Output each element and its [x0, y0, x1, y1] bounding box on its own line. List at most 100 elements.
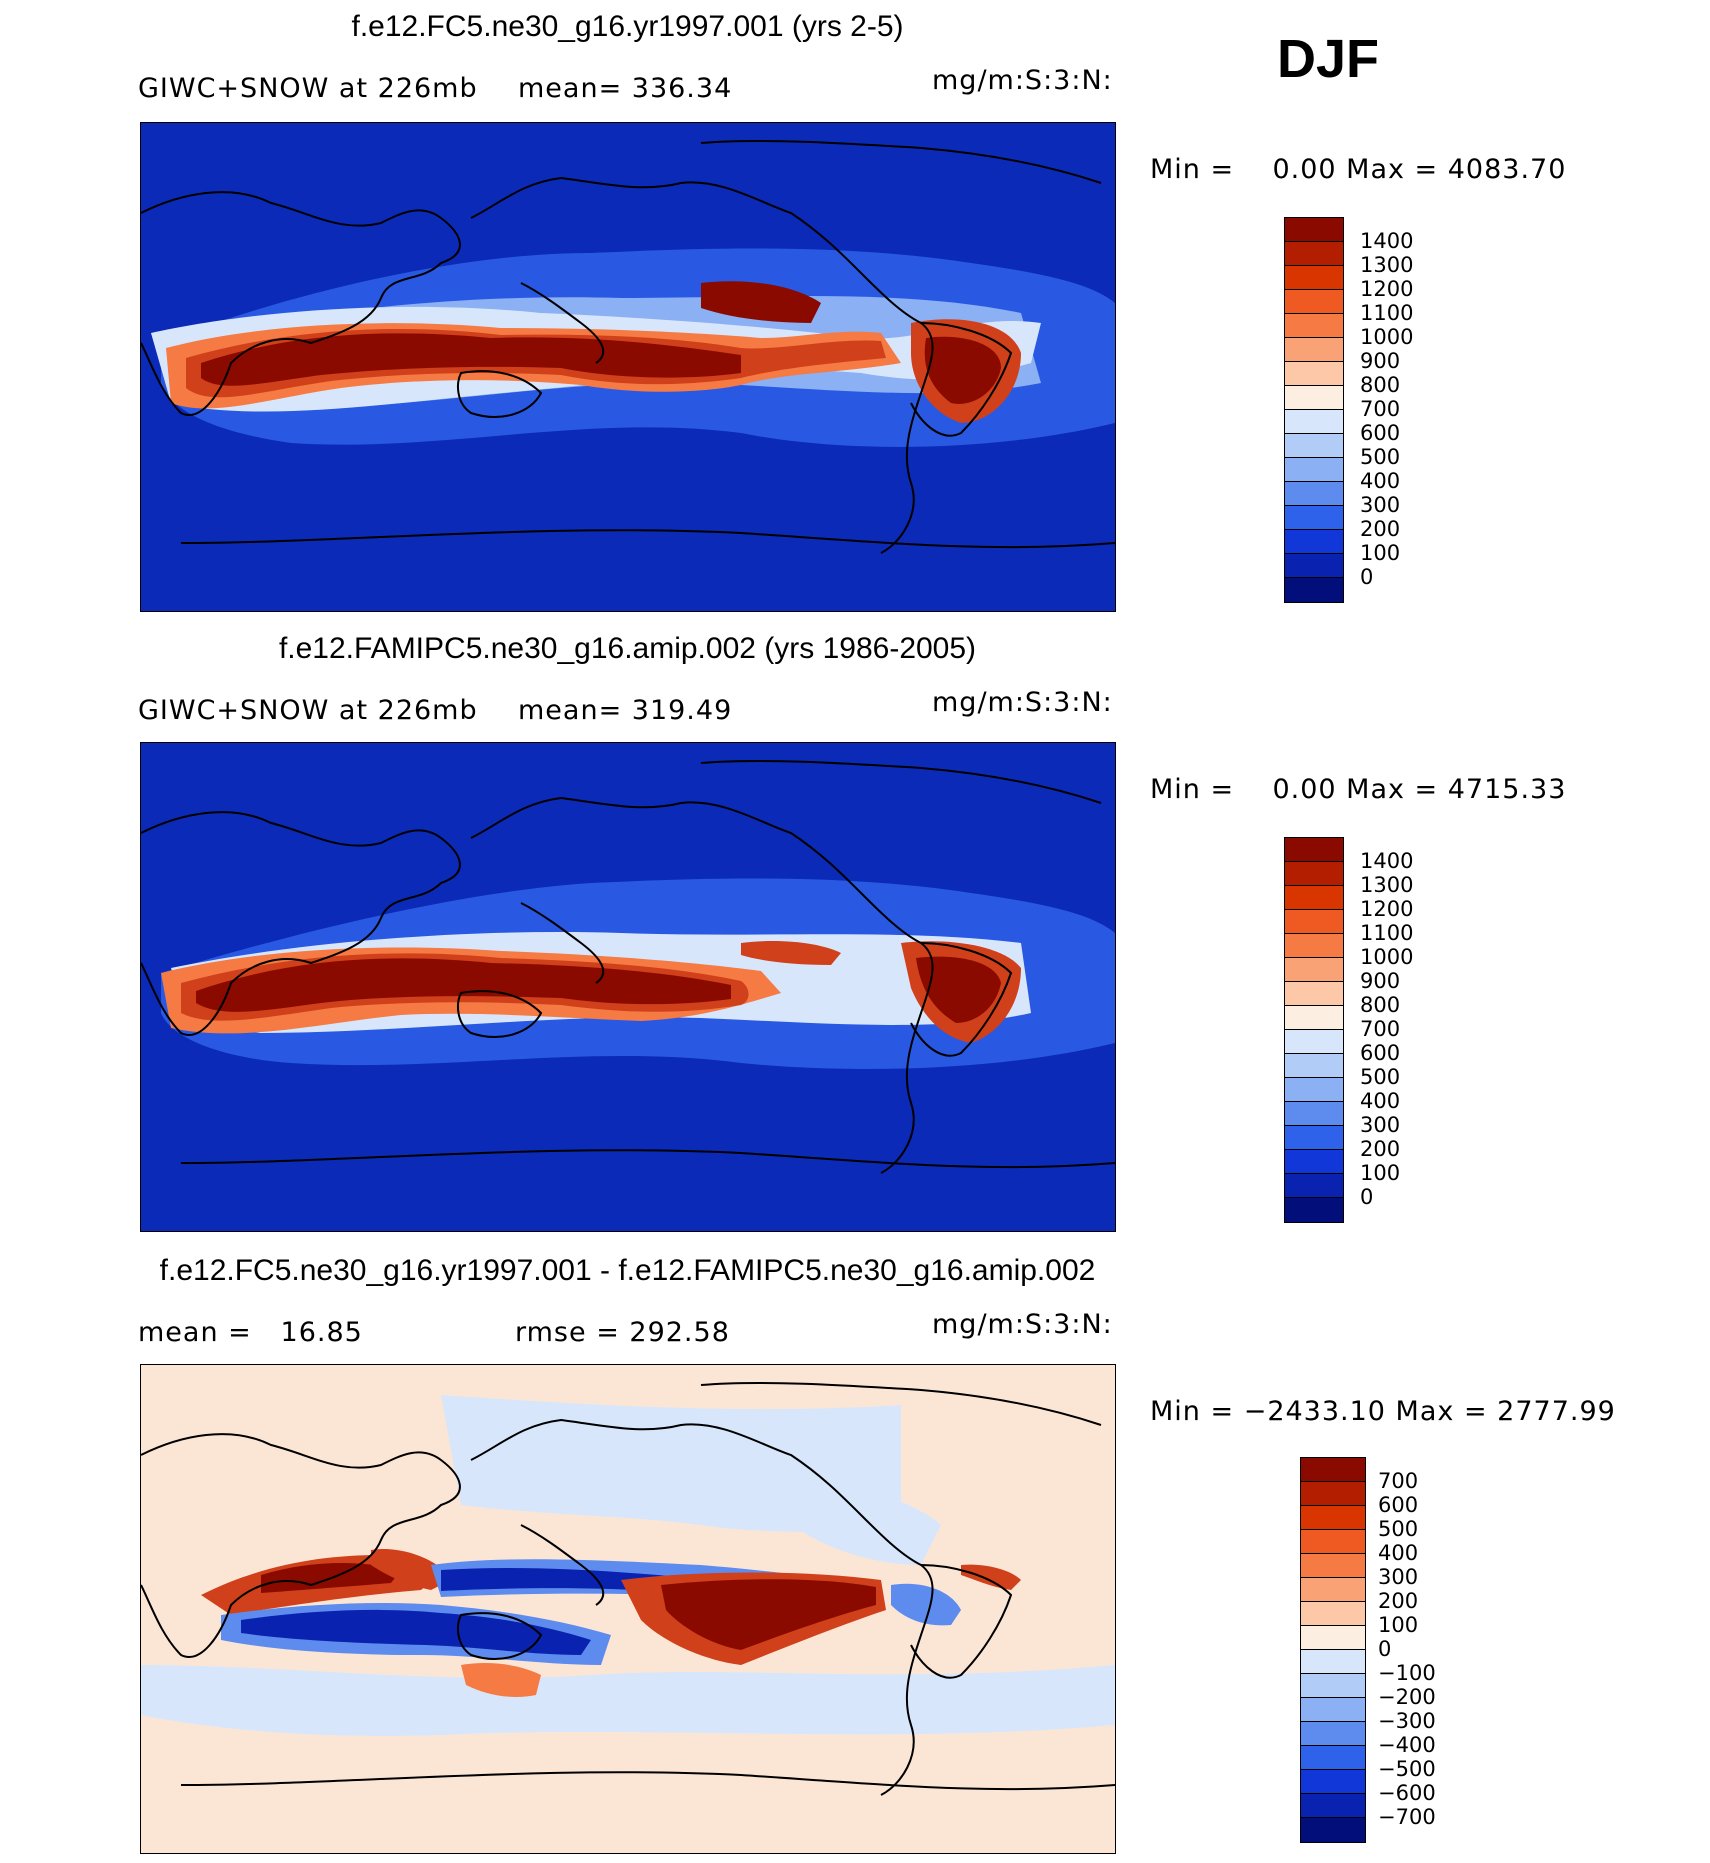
colorbar-tick-label: −300: [1378, 1709, 1436, 1733]
coastline: [520, 902, 605, 984]
colorbar-tick-label: 700: [1378, 1469, 1419, 1493]
colorbar-tick-label: 700: [1360, 397, 1401, 421]
coastline: [910, 322, 1013, 437]
colorbar-tick-label: 200: [1360, 517, 1401, 541]
panel-2-minmax-label: Min = 0.00 Max = 4715.33: [1150, 774, 1567, 805]
colorbar-swatch: [1301, 1746, 1365, 1770]
contour-fill: [924, 336, 1001, 404]
colorbar-tick-label: 300: [1360, 493, 1401, 517]
panel-1-map: [140, 122, 1116, 612]
colorbar-tick-label: 600: [1360, 421, 1401, 445]
colorbar-swatch: [1285, 958, 1343, 982]
colorbar-swatch: [1285, 1078, 1343, 1102]
colorbar-swatch: [1285, 314, 1343, 338]
contour-fill: [371, 1549, 451, 1590]
colorbar-swatch: [1285, 1126, 1343, 1150]
colorbar-tick-label: 100: [1360, 541, 1401, 565]
coastline: [180, 1771, 1115, 1791]
colorbar-swatch: [1301, 1698, 1365, 1722]
coastline: [180, 1149, 1115, 1169]
coastline: [910, 1564, 1013, 1679]
colorbar-swatch: [1285, 578, 1343, 602]
contour-fill: [961, 1564, 1021, 1590]
panel-2-units-label: mg/m:S:3:N:: [932, 687, 1113, 718]
coastline: [700, 759, 1102, 804]
colorbar-swatch: [1285, 1054, 1343, 1078]
panel-3-mean-label: mean = 16.85: [138, 1317, 363, 1348]
colorbar-tick-label: 500: [1360, 1065, 1401, 1089]
colorbar-tick-label: −600: [1378, 1781, 1436, 1805]
colorbar-tick-label: −700: [1378, 1805, 1436, 1829]
coastline: [470, 176, 934, 554]
panel-2-colorbar: [1284, 837, 1344, 1223]
colorbar-swatch: [1285, 410, 1343, 434]
coastline: [910, 942, 1013, 1057]
coastline: [180, 529, 1115, 549]
colorbar-swatch: [1285, 530, 1343, 554]
contour-fill: [916, 956, 1001, 1023]
colorbar-tick-label: 1400: [1360, 849, 1414, 873]
colorbar-tick-label: 1000: [1360, 325, 1414, 349]
colorbar-tick-label: 900: [1360, 969, 1401, 993]
coastline: [520, 1524, 605, 1606]
colorbar-swatch: [1301, 1458, 1365, 1482]
panel-3-title: f.e12.FC5.ne30_g16.yr1997.001 - f.e12.FA…: [159, 1254, 1096, 1287]
colorbar-swatch: [1285, 982, 1343, 1006]
coastline: [700, 139, 1102, 184]
contour-fill: [196, 958, 731, 1012]
colorbar-tick-label: 300: [1378, 1565, 1419, 1589]
panel-3-map-field: [141, 1381, 1115, 1796]
colorbar-swatch: [1285, 506, 1343, 530]
panel-3-rmse-label: rmse = 292.58: [515, 1317, 730, 1348]
panel-2-map-field: [141, 759, 1115, 1174]
panel-1-title: f.e12.FC5.ne30_g16.yr1997.001 (yrs 2-5): [351, 10, 904, 43]
contour-fill: [461, 1663, 541, 1697]
colorbar-tick-label: 200: [1360, 1137, 1401, 1161]
panel-3-colorbar: [1300, 1457, 1366, 1843]
colorbar-swatch: [1285, 886, 1343, 910]
panel-3-minmax-label: Min = −2433.10 Max = 2777.99: [1150, 1396, 1616, 1427]
colorbar-tick-label: 0: [1360, 565, 1374, 589]
colorbar-swatch: [1285, 838, 1343, 862]
colorbar-swatch: [1285, 934, 1343, 958]
colorbar-tick-label: 1000: [1360, 945, 1414, 969]
colorbar-swatch: [1285, 1150, 1343, 1174]
colorbar-tick-label: 1200: [1360, 897, 1414, 921]
panel-1-units-label: mg/m:S:3:N:: [932, 65, 1113, 96]
colorbar-tick-label: 500: [1360, 445, 1401, 469]
colorbar-swatch: [1301, 1794, 1365, 1818]
colorbar-tick-label: 400: [1360, 469, 1401, 493]
coastline: [457, 990, 543, 1038]
colorbar-swatch: [1301, 1626, 1365, 1650]
coastline: [470, 1418, 934, 1796]
colorbar-tick-label: 1100: [1360, 921, 1414, 945]
colorbar-tick-label: 100: [1360, 1161, 1401, 1185]
colorbar-tick-label: 1200: [1360, 277, 1414, 301]
colorbar-swatch: [1285, 1174, 1343, 1198]
panel-2-mean-label: mean= 319.49: [518, 695, 733, 726]
colorbar-tick-label: 1100: [1360, 301, 1414, 325]
coastline: [470, 796, 934, 1174]
colorbar-swatch: [1301, 1650, 1365, 1674]
colorbar-tick-label: −100: [1378, 1661, 1436, 1685]
coastline: [141, 191, 461, 416]
colorbar-tick-label: 0: [1360, 1185, 1374, 1209]
colorbar-tick-label: 1300: [1360, 873, 1414, 897]
colorbar-swatch: [1301, 1530, 1365, 1554]
panel-2-title: f.e12.FAMIPC5.ne30_g16.amip.002 (yrs 198…: [278, 632, 977, 665]
colorbar-tick-label: 1300: [1360, 253, 1414, 277]
colorbar-tick-label: −500: [1378, 1757, 1436, 1781]
colorbar-swatch: [1301, 1722, 1365, 1746]
colorbar-tick-label: 600: [1360, 1041, 1401, 1065]
panel-2-variable-label: GIWC+SNOW at 226mb: [138, 695, 478, 726]
panel-2-map: [140, 742, 1116, 1232]
colorbar-swatch: [1285, 386, 1343, 410]
colorbar-tick-label: 800: [1360, 373, 1401, 397]
coastline: [520, 282, 605, 364]
colorbar-swatch: [1285, 482, 1343, 506]
contour-fill: [701, 281, 821, 323]
colorbar-tick-label: 200: [1378, 1589, 1419, 1613]
colorbar-tick-label: 700: [1360, 1017, 1401, 1041]
colorbar-tick-label: 400: [1378, 1541, 1419, 1565]
colorbar-tick-label: 600: [1378, 1493, 1419, 1517]
